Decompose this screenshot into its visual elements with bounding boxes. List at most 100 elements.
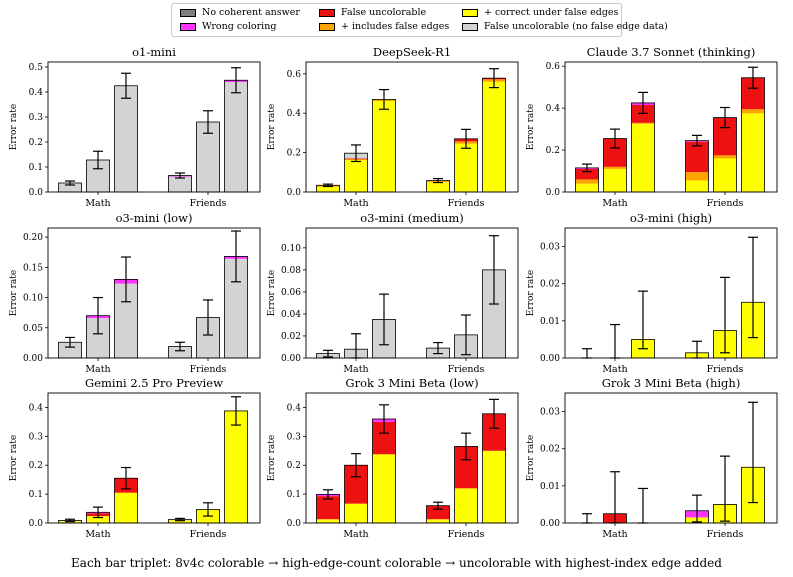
bar-segment	[454, 143, 478, 192]
error-bar	[231, 230, 241, 283]
y-tick-label: 0.1	[29, 163, 43, 173]
y-tick-label: 0.00	[540, 354, 560, 364]
error-bar	[121, 256, 131, 303]
error-bar	[610, 323, 620, 359]
error-bar	[748, 236, 758, 339]
legend-swatch	[180, 8, 196, 17]
error-bar	[379, 293, 389, 346]
y-tick-label: 0.00	[23, 354, 43, 364]
error-bar	[231, 67, 241, 94]
y-tick-label: 0.6	[287, 70, 302, 80]
chart-title: o3-mini (high)	[630, 211, 712, 225]
chart-panel: o3-mini (low) Error rate 0.00 0.05 0.10 0.15 0…	[9, 211, 261, 375]
bar-segment	[426, 182, 450, 192]
bar-segment	[631, 122, 655, 124]
y-tick-label: 0.20	[23, 233, 43, 243]
bar-segment	[168, 346, 192, 358]
error-bar	[638, 91, 648, 114]
error-bar	[175, 172, 185, 179]
legend-label: + includes false edges	[341, 21, 450, 32]
legend-label: + correct under false edges	[484, 7, 619, 18]
bar-segment	[344, 465, 368, 504]
x-tick-label: Friends	[190, 198, 227, 209]
chart-title: DeepSeek-R1	[373, 45, 451, 59]
legend-label: Wrong coloring	[202, 21, 277, 32]
x-tick-label: Math	[85, 529, 110, 540]
chart-panel: o3-mini (medium) Error rate 0.00 0.02 0.04 0.…	[267, 211, 519, 375]
error-bar	[720, 276, 730, 354]
bar-segment	[224, 82, 248, 192]
error-bar	[121, 466, 131, 490]
chart-title: o1-mini	[132, 45, 176, 59]
plot-frame	[305, 392, 519, 524]
legend-item-wrong-coloring: Wrong coloring	[180, 21, 276, 32]
plot-frame	[305, 61, 519, 193]
bar-segment	[224, 410, 248, 523]
error-bar	[748, 401, 758, 504]
y-tick-label: 0.0	[546, 188, 561, 198]
bar-segment	[196, 122, 220, 192]
bar-segment	[454, 488, 478, 523]
chart-title: Claude 3.7 Sonnet (thinking)	[587, 45, 756, 59]
bar-segment	[713, 158, 737, 192]
error-bar	[93, 150, 103, 170]
y-tick-label: 0.06	[281, 288, 301, 298]
y-axis-label: Error rate	[9, 270, 19, 316]
error-bar	[582, 513, 592, 524]
x-tick-label: Friends	[448, 529, 485, 540]
bar-segment	[316, 519, 340, 523]
bar-segment	[482, 269, 506, 358]
bar-segment	[372, 101, 396, 192]
bar-segment	[58, 183, 82, 192]
bar-segment	[86, 160, 110, 192]
bar-segment	[114, 492, 138, 523]
bar-segment	[224, 258, 248, 358]
chart-panel: DeepSeek-R1 Error rate 0.0 0.2 0.4 0.6 Math Fri…	[267, 45, 519, 209]
error-bar	[121, 72, 131, 99]
error-bar	[433, 341, 443, 355]
y-tick-label: 0.08	[281, 266, 301, 276]
plot-frame	[47, 61, 261, 193]
y-tick-label: 0.2	[287, 461, 301, 471]
error-bar	[461, 432, 471, 461]
y-tick-label: 0.00	[281, 354, 301, 364]
error-bar	[433, 501, 443, 510]
legend-item-false-uncolorable-no-data: False uncolorable (no false edge data)	[462, 21, 668, 32]
legend-item-correct-under-false: + correct under false edges	[462, 7, 618, 18]
y-tick-label: 0.10	[23, 294, 43, 304]
error-bar	[433, 178, 443, 184]
error-bar	[65, 336, 75, 348]
x-tick-label: Math	[343, 364, 368, 375]
plot-frame	[47, 392, 261, 524]
y-axis-label: Error rate	[526, 270, 536, 316]
legend: No coherent answer Wrong coloring False un…	[171, 3, 668, 37]
error-bar	[489, 68, 499, 89]
bar-segment	[86, 516, 110, 523]
error-bar	[231, 396, 241, 426]
y-tick-label: 0.02	[540, 280, 560, 290]
error-bar	[379, 88, 389, 110]
bar-segment	[426, 505, 450, 520]
bar-segment	[168, 520, 192, 523]
y-tick-label: 0.03	[540, 408, 560, 418]
chart-title: Gemini 2.5 Pro Preview	[85, 376, 223, 390]
y-tick-label: 0.01	[540, 317, 560, 327]
error-bar	[203, 299, 213, 336]
bar-segment	[316, 496, 340, 520]
x-tick-label: Math	[343, 529, 368, 540]
bar-segment	[168, 176, 192, 192]
bar-segment	[344, 159, 368, 192]
y-tick-label: 0.2	[29, 138, 43, 148]
plot-frame	[564, 392, 778, 524]
bar-segment	[685, 172, 709, 181]
bar-segment	[713, 155, 737, 159]
legend-swatch	[319, 8, 335, 17]
error-bar	[351, 453, 361, 478]
chart-panel: Gemini 2.5 Pro Preview Error rate 0.0 0.1 0.…	[9, 376, 261, 540]
y-tick-label: 0.3	[287, 432, 302, 442]
x-tick-label: Friends	[448, 198, 485, 209]
chart-panel: o3-mini (high) Error rate 0.00 0.01 0.02 0.03…	[526, 211, 778, 375]
bar-segment	[196, 317, 220, 358]
error-bar	[610, 128, 620, 149]
y-tick-label: 0.02	[540, 445, 560, 455]
